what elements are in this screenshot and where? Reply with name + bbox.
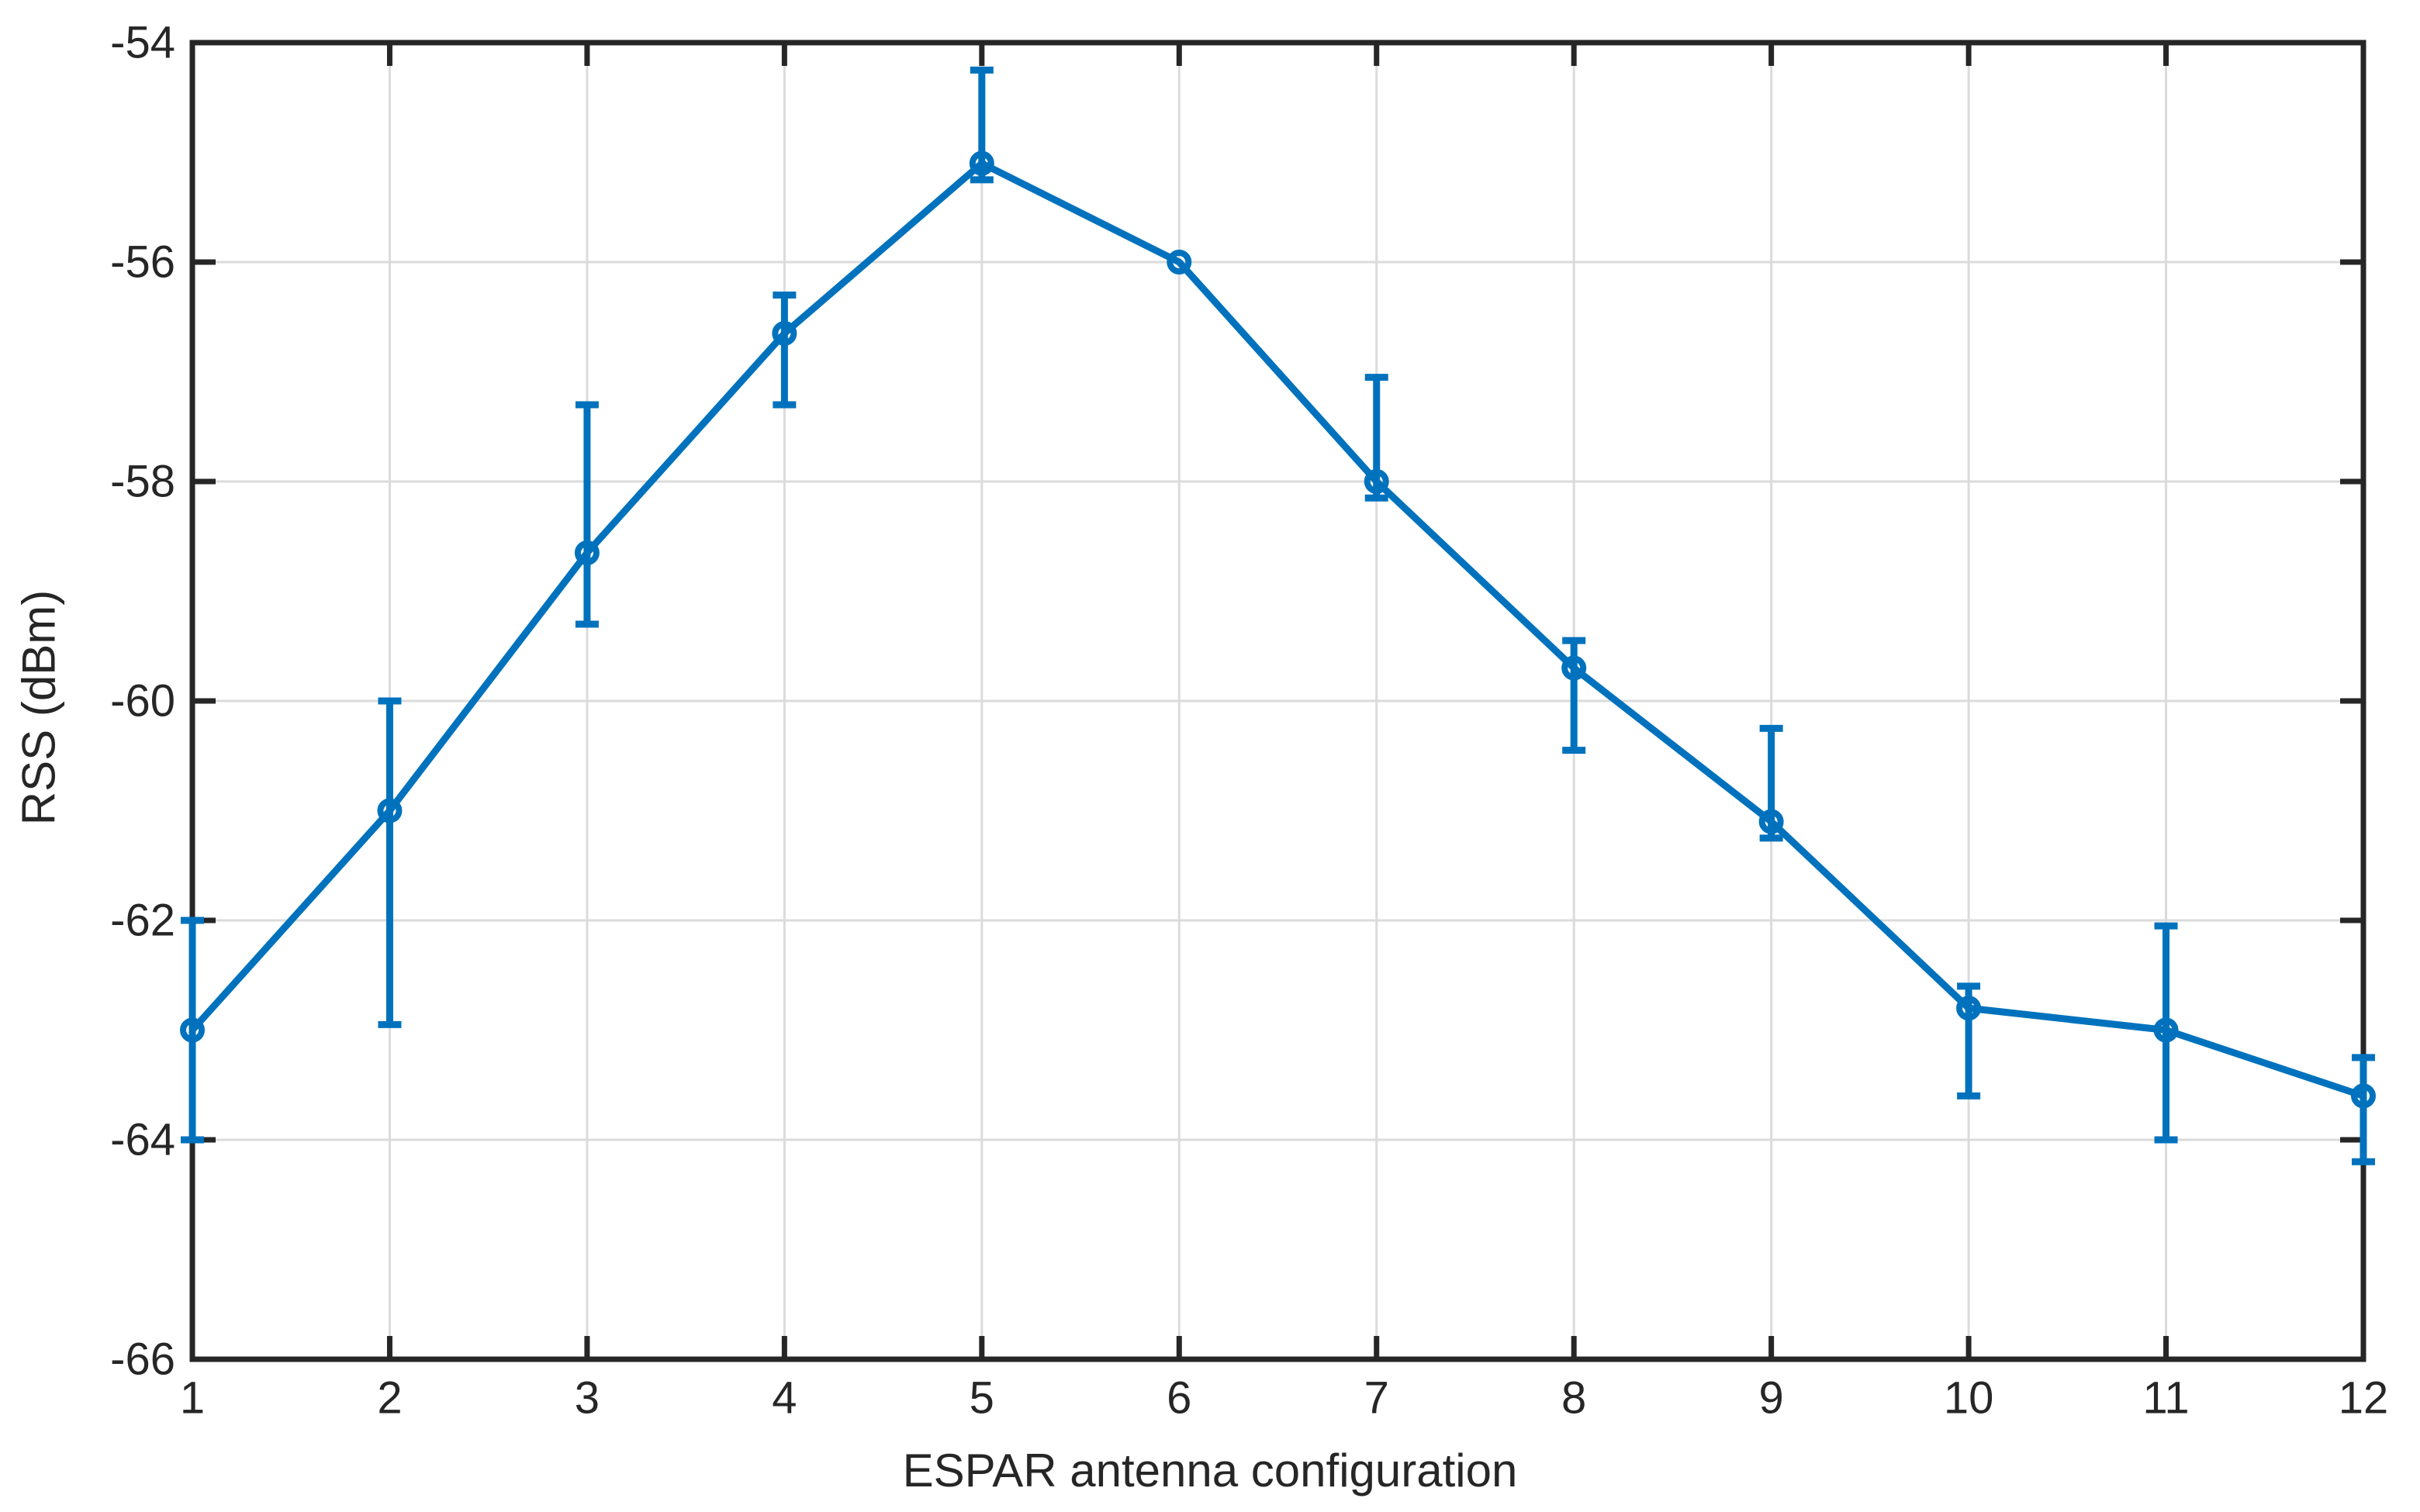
x-tick-label: 4 bbox=[772, 1373, 797, 1424]
y-tick-label: -54 bbox=[110, 18, 175, 68]
x-tick-label: 1 bbox=[180, 1373, 205, 1424]
y-tick-label: -66 bbox=[110, 1334, 175, 1385]
x-tick-label: 11 bbox=[2142, 1373, 2189, 1424]
y-tick-label: -62 bbox=[110, 896, 175, 946]
x-tick-label: 6 bbox=[1167, 1373, 1191, 1424]
y-tick-label: -56 bbox=[110, 237, 175, 288]
x-tick-label: 7 bbox=[1364, 1373, 1389, 1424]
y-axis-label: RSS (dBm) bbox=[12, 589, 65, 826]
data-point-marker bbox=[969, 150, 994, 176]
x-tick-label: 8 bbox=[1561, 1373, 1586, 1424]
data-point-marker bbox=[1561, 655, 1587, 681]
y-tick-label: -58 bbox=[110, 457, 175, 507]
x-tick-label: 12 bbox=[2339, 1373, 2389, 1424]
data-point-marker bbox=[1167, 250, 1192, 274]
y-tick-label: -60 bbox=[110, 676, 175, 727]
data-point-marker bbox=[574, 540, 600, 565]
data-line bbox=[188, 160, 2367, 1099]
y-tick-label: -64 bbox=[110, 1115, 175, 1165]
x-tick-label: 2 bbox=[377, 1373, 402, 1424]
data-point-marker bbox=[1758, 809, 1784, 834]
x-tick-label: 3 bbox=[575, 1373, 600, 1424]
data-point-marker bbox=[1956, 996, 1982, 1021]
data-point-marker bbox=[377, 798, 403, 823]
x-tick-label: 9 bbox=[1759, 1373, 1784, 1424]
data-point-marker bbox=[772, 320, 797, 346]
data-point-marker bbox=[2351, 1083, 2376, 1109]
x-axis-label: ESPAR antenna configuration bbox=[902, 1445, 1518, 1496]
data-point-marker bbox=[180, 1017, 205, 1043]
data-point-marker bbox=[1364, 469, 1389, 494]
x-tick-label: 10 bbox=[1944, 1373, 1994, 1424]
data-point-marker bbox=[2153, 1017, 2179, 1043]
x-tick-label: 5 bbox=[970, 1373, 994, 1424]
